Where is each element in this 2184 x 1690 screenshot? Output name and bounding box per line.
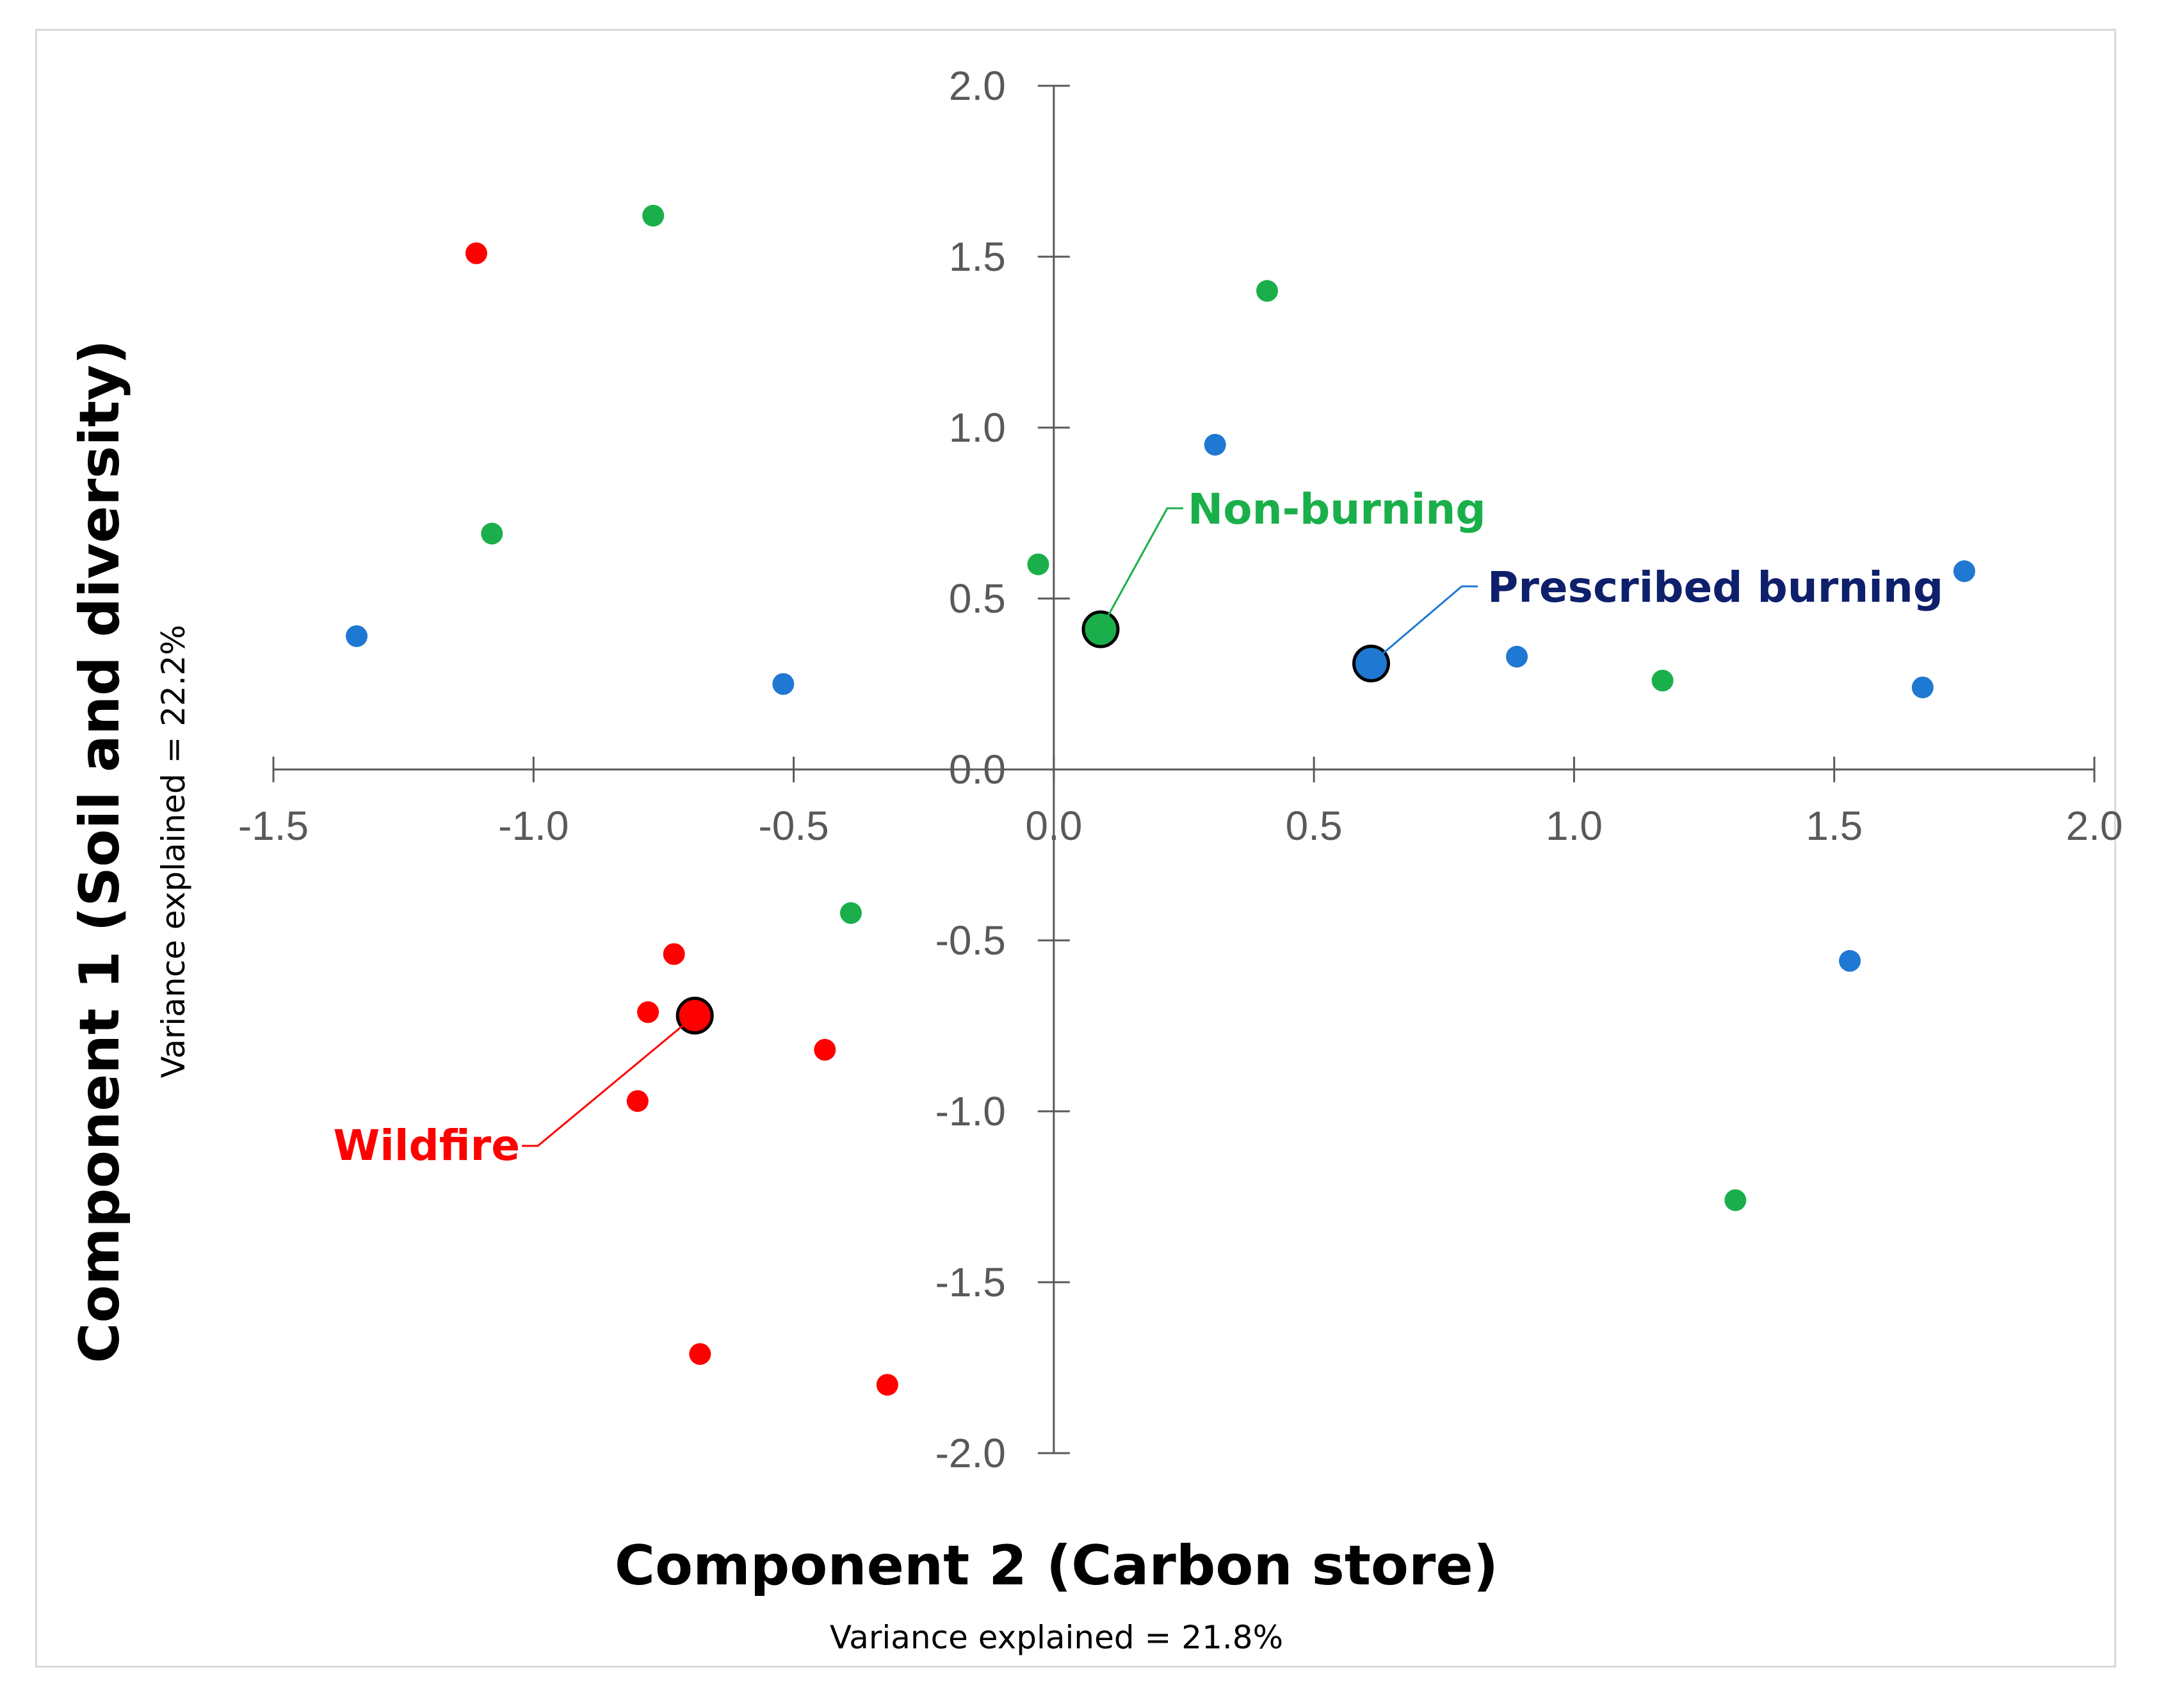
- prescribed-burning-point: [1839, 950, 1861, 972]
- y-axis-title: Component 1 (Soil and diversity): [68, 339, 132, 1363]
- axes: [272, 84, 2096, 1454]
- wildfire-leader-line: [522, 1015, 696, 1147]
- y-tick-label: 0.0: [949, 746, 1006, 793]
- x-tick-label: 1.0: [1546, 803, 1603, 849]
- y-tick-label: -0.5: [935, 917, 1006, 963]
- prescribed-burning-point: [1953, 560, 1975, 583]
- data-points: [346, 204, 1975, 1396]
- y-tick-label: -1.5: [935, 1259, 1006, 1305]
- x-axis-title: Component 2 (Carbon store): [615, 1534, 1498, 1598]
- y-tick-label: -1.0: [935, 1088, 1006, 1134]
- y-tick-label: 1.0: [949, 405, 1006, 451]
- y-tick-label: 0.5: [949, 575, 1006, 622]
- x-tick-label: -0.5: [758, 803, 829, 849]
- x-tick-label: -1.0: [498, 803, 569, 849]
- x-axis-subtitle: Variance explained = 21.8%: [830, 1619, 1283, 1656]
- y-axis-subtitle: Variance explained = 22.2%: [155, 625, 192, 1078]
- wildfire-point: [637, 1001, 659, 1024]
- non-burning-point: [1256, 280, 1279, 302]
- prescribed-burning-point: [1911, 676, 1934, 698]
- non-burning-point: [1027, 553, 1049, 575]
- non-burning-point: [839, 902, 862, 924]
- wildfire-label: Wildfire: [333, 1121, 520, 1170]
- non-burning-label: Non-burning: [1188, 485, 1486, 534]
- prescribed-burning-point: [1204, 433, 1226, 456]
- chart-frame: [35, 29, 2116, 1668]
- prescribed-burning-label: Prescribed burning: [1487, 563, 1943, 612]
- non-burning-point: [1724, 1189, 1747, 1211]
- wildfire-point: [689, 1343, 711, 1365]
- prescribed-burning-point: [1506, 645, 1528, 668]
- wildfire-point: [814, 1038, 836, 1061]
- prescribed-burning-point: [772, 673, 795, 695]
- tick-labels: -1.5 -1.0 -0.5 0.0 0.5 1.0 1.5 2.0 2.0 1.5 1.0 0.5 0…: [238, 63, 2123, 1476]
- prescribed-burning-point: [346, 625, 368, 647]
- y-tick-label: 1.5: [949, 234, 1006, 280]
- prescribed-burning-leader-line: [1370, 585, 1478, 664]
- y-tick-label: -2.0: [935, 1430, 1006, 1476]
- x-tick-label: -1.5: [238, 803, 309, 849]
- non-burning-leader-line: [1099, 507, 1183, 630]
- wildfire-point: [465, 242, 487, 264]
- x-tick-label: 1.5: [1806, 803, 1863, 849]
- non-burning-point: [481, 522, 503, 545]
- label-leaders: [522, 507, 1478, 1147]
- wildfire-point: [876, 1374, 898, 1396]
- x-tick-label: 0.0: [1025, 803, 1082, 849]
- x-tick-label: 0.5: [1286, 803, 1343, 849]
- y-tick-label: 2.0: [949, 63, 1006, 109]
- x-tick-label: 2.0: [2066, 803, 2123, 849]
- wildfire-point: [663, 943, 685, 965]
- non-burning-point: [1651, 670, 1674, 692]
- non-burning-point: [642, 204, 665, 227]
- wildfire-point: [626, 1090, 649, 1112]
